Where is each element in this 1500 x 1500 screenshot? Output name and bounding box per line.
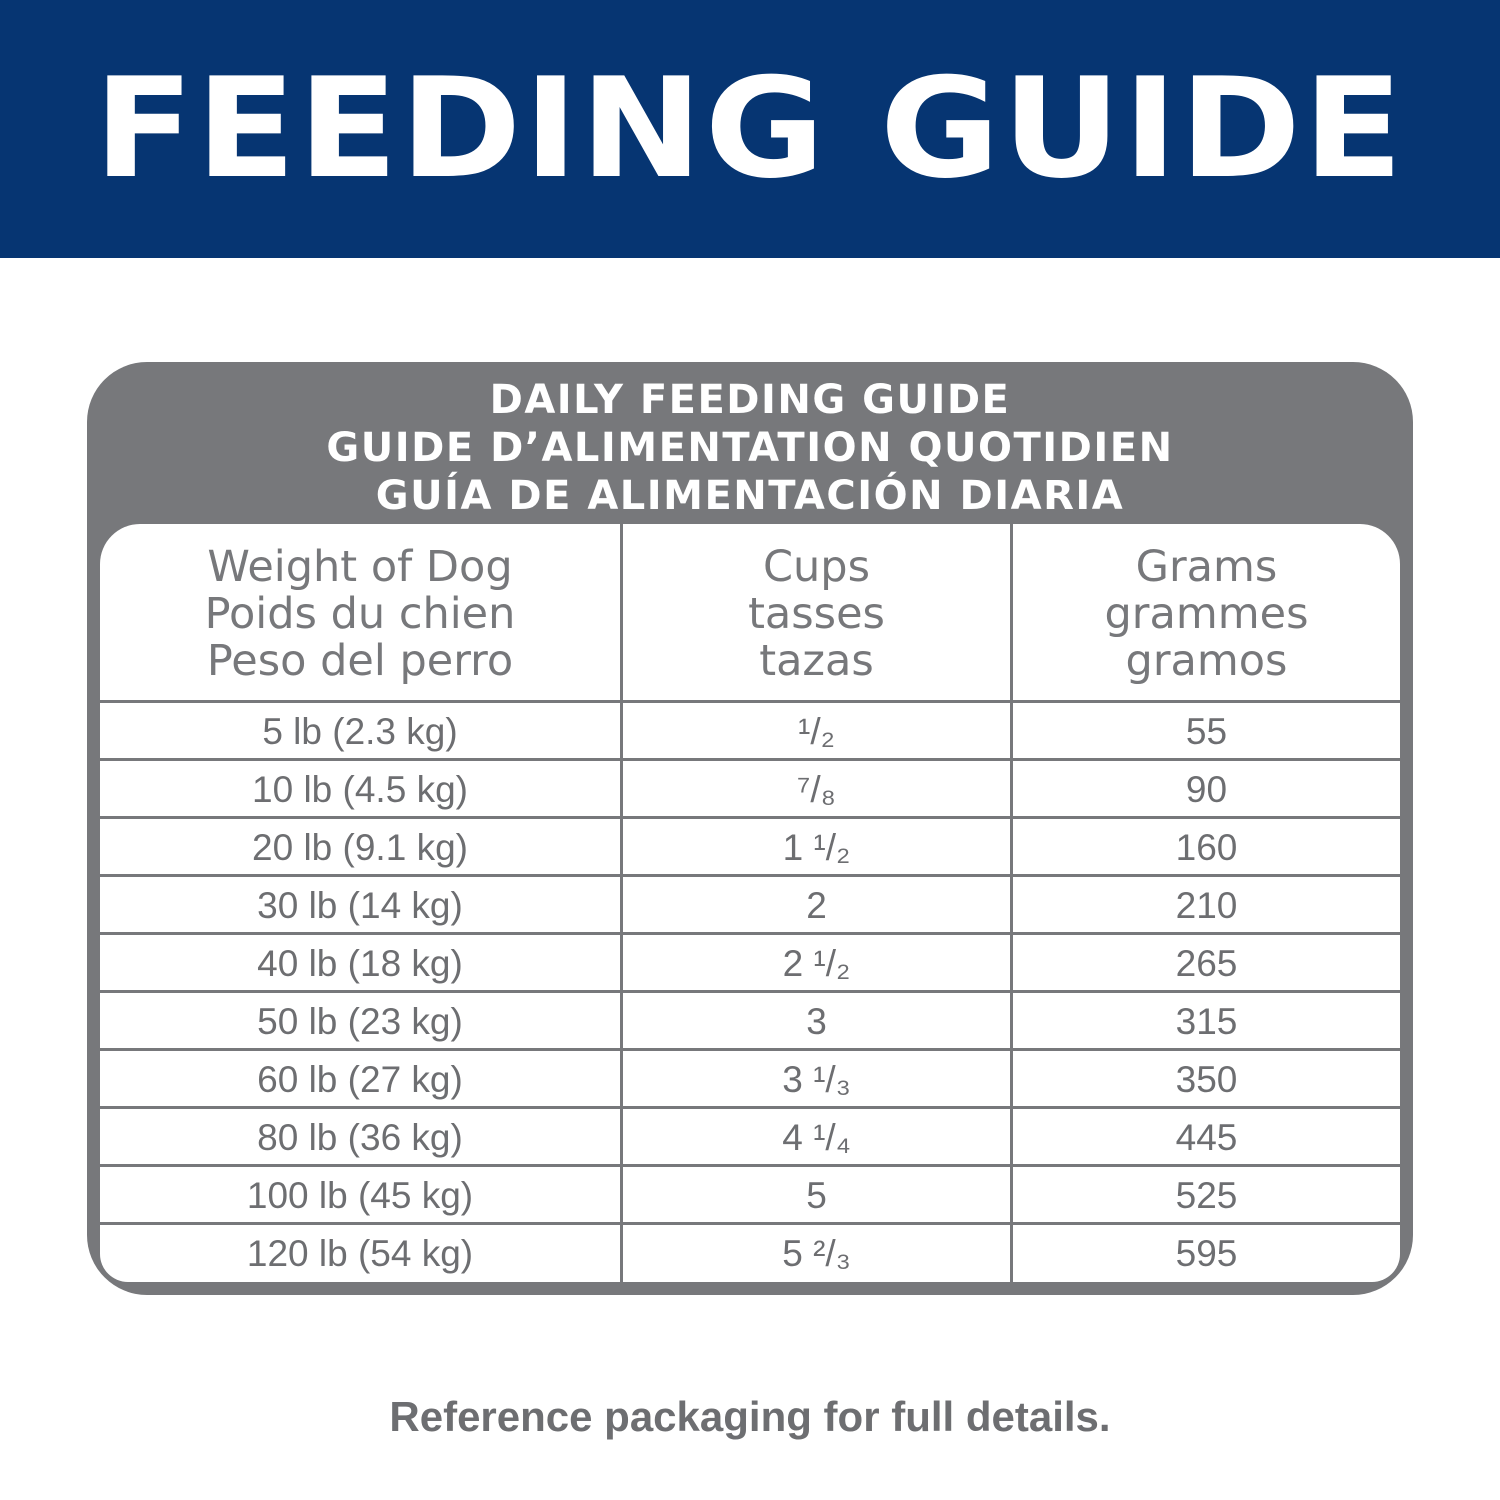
grams-cell: 595 [1175,1233,1238,1274]
table-row: 120 lb (54 kg) 5 ²/₃ 595 [100,1222,1400,1280]
cups-cell: 2 ¹/₂ [782,943,851,984]
weight-cell: 100 lb (45 kg) [246,1175,474,1216]
cups-cell: ¹/₂ [798,711,835,752]
header-cups-es: tazas [759,636,874,686]
banner-title: FEEDING GUIDE [94,48,1406,209]
header-cups: Cups tasses tazas [623,544,1010,694]
feeding-table-panel: DAILY FEEDING GUIDE GUIDE D’ALIMENTATION… [87,362,1413,1295]
weight-cell: 40 lb (18 kg) [257,943,463,984]
table-row: 60 lb (27 kg) 3 ¹/₃ 350 [100,1048,1400,1106]
panel-title-english: DAILY FEEDING GUIDE [489,377,1011,423]
panel-title: DAILY FEEDING GUIDE GUIDE D’ALIMENTATION… [87,376,1413,520]
weight-cell: 5 lb (2.3 kg) [262,711,458,752]
grams-cell: 55 [1185,711,1228,752]
header-grams-en: Grams [1135,542,1278,592]
column-divider [1010,524,1013,1282]
weight-cell: 80 lb (36 kg) [257,1117,463,1158]
table-row: 5 lb (2.3 kg) ¹/₂ 55 [100,700,1400,758]
table-row: 20 lb (9.1 kg) 1 ¹/₂ 160 [100,816,1400,874]
header-banner: FEEDING GUIDE [0,0,1500,258]
footer-note: Reference packaging for full details. [389,1393,1111,1440]
table-row: 50 lb (23 kg) 3 315 [100,990,1400,1048]
weight-cell: 20 lb (9.1 kg) [252,827,468,868]
table-row: 80 lb (36 kg) 4 ¹/₄ 445 [100,1106,1400,1164]
cups-cell: 5 [806,1175,827,1216]
table-row: 100 lb (45 kg) 5 525 [100,1164,1400,1222]
cups-cell: 5 ²/₃ [782,1233,851,1274]
header-weight-fr: Poids du chien [204,589,516,639]
header-cups-fr: tasses [748,589,885,639]
weight-cell: 120 lb (54 kg) [246,1233,474,1274]
header-weight-es: Peso del perro [206,636,514,686]
grams-cell: 525 [1175,1175,1238,1216]
grams-cell: 265 [1175,943,1238,984]
weight-cell: 60 lb (27 kg) [257,1059,463,1100]
grams-cell: 90 [1185,769,1228,810]
header-grams-es: gramos [1125,636,1288,686]
header-grams: Grams grammes gramos [1013,544,1400,694]
weight-cell: 10 lb (4.5 kg) [252,769,468,810]
grams-cell: 315 [1175,1001,1238,1042]
table-row: 10 lb (4.5 kg) ⁷/₈ 90 [100,758,1400,816]
cups-cell: ⁷/₈ [796,769,836,810]
header-weight: Weight of Dog Poids du chien Peso del pe… [100,544,620,694]
weight-cell: 50 lb (23 kg) [257,1001,463,1042]
table-row: 40 lb (18 kg) 2 ¹/₂ 265 [100,932,1400,990]
panel-title-french: GUIDE D’ALIMENTATION QUOTIDIEN [326,425,1174,471]
cups-cell: 4 ¹/₄ [782,1117,851,1158]
column-divider [620,524,623,1282]
grams-cell: 350 [1175,1059,1238,1100]
header-cups-en: Cups [763,542,870,592]
feeding-table: Weight of Dog Poids du chien Peso del pe… [100,524,1400,1282]
cups-cell: 3 [806,1001,827,1042]
grams-cell: 160 [1175,827,1238,868]
header-grams-fr: grammes [1104,589,1309,639]
grams-cell: 445 [1175,1117,1238,1158]
cups-cell: 3 ¹/₃ [782,1059,851,1100]
cups-cell: 2 [806,885,827,926]
cups-cell: 1 ¹/₂ [782,827,851,868]
header-weight-en: Weight of Dog [207,542,513,592]
panel-title-spanish: GUÍA DE ALIMENTACIÓN DIARIA [375,473,1125,519]
table-body: 5 lb (2.3 kg) ¹/₂ 55 10 lb (4.5 kg) ⁷/₈ … [100,700,1400,1280]
table-row: 30 lb (14 kg) 2 210 [100,874,1400,932]
grams-cell: 210 [1175,885,1238,926]
weight-cell: 30 lb (14 kg) [257,885,463,926]
